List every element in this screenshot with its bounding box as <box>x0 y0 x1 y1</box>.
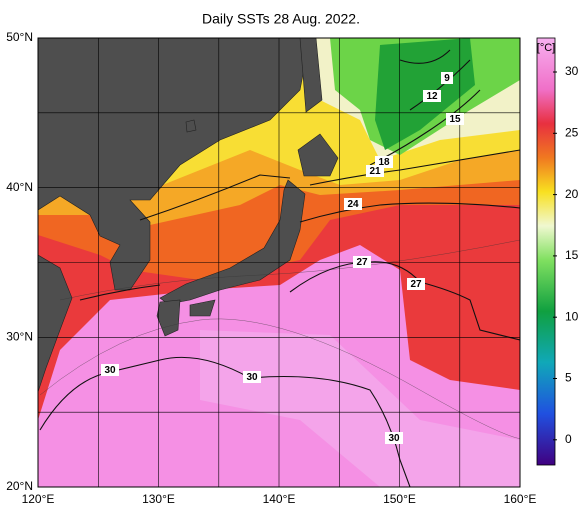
contour-label: 27 <box>353 256 371 268</box>
kyushu <box>156 299 181 337</box>
label-box <box>344 198 362 210</box>
contour-label-text: 27 <box>410 279 422 290</box>
contour-label-text: 21 <box>369 166 381 177</box>
label-box <box>441 72 453 84</box>
colorbar-tick-label: 30 <box>565 64 579 78</box>
contour-label: 21 <box>366 165 384 177</box>
contour-line <box>139 149 520 221</box>
colorbar-tick-label: 15 <box>565 248 579 262</box>
contour-label-text: 15 <box>449 114 461 125</box>
latitude-label: 40°N <box>6 180 33 194</box>
label-box <box>353 256 371 268</box>
contour-label: 24 <box>344 198 362 210</box>
label-box <box>385 432 403 444</box>
contour-label: 27 <box>407 278 425 290</box>
longitude-label: 120°E <box>22 492 55 506</box>
contour-label-text: 24 <box>347 199 359 210</box>
contour-label: 30 <box>385 432 403 444</box>
shikoku <box>189 299 216 317</box>
colorbar-tick-label: 10 <box>565 309 579 323</box>
hokkaido <box>297 133 339 177</box>
label-box <box>366 165 384 177</box>
colorbar <box>536 37 556 466</box>
island <box>185 119 197 133</box>
latitude-label: 50°N <box>6 30 33 44</box>
graticule <box>37 37 521 488</box>
longitude-label: 140°E <box>263 492 296 506</box>
label-box <box>101 364 119 376</box>
colorbar-tick-label: 0 <box>565 432 572 446</box>
contour-label-text: 30 <box>246 372 258 383</box>
mainland-asia <box>38 38 311 291</box>
label-box <box>446 113 464 125</box>
contour-line <box>39 318 520 439</box>
longitude-label: 150°E <box>383 492 416 506</box>
contour-label: 9 <box>441 72 453 84</box>
contour-label-text: 30 <box>388 433 400 444</box>
colorbar-tick-label: 5 <box>565 371 572 385</box>
contour-label-text: 18 <box>378 157 390 168</box>
map-title: Daily SSTs 28 Aug. 2022. <box>202 11 360 27</box>
colorbar-tick-label: 20 <box>565 187 579 201</box>
longitude-label: 130°E <box>142 492 175 506</box>
contour-line <box>79 202 520 301</box>
contour-label: 30 <box>101 364 119 376</box>
longitude-label: 160°E <box>504 492 537 506</box>
colorbar-tick-label: 25 <box>565 125 579 139</box>
label-box <box>243 371 261 383</box>
contour-label: 30 <box>243 371 261 383</box>
contour-label-text: 9 <box>444 73 450 84</box>
contour-label-text: 27 <box>356 257 368 268</box>
contour-label-text: 12 <box>426 91 438 102</box>
contour-line <box>289 261 520 341</box>
label-box <box>423 90 441 102</box>
sakhalin <box>299 38 323 113</box>
contour-line <box>59 239 520 301</box>
label-box <box>407 278 425 290</box>
contour-label-text: 30 <box>104 365 116 376</box>
contour-label: 12 <box>423 90 441 102</box>
latitude-label: 20°N <box>6 479 33 493</box>
china-coast <box>38 254 73 393</box>
colorbar-unit: [°C] <box>537 42 555 54</box>
contour-line <box>399 49 471 111</box>
contour-line <box>369 89 481 166</box>
contour-label: 15 <box>446 113 464 125</box>
latitude-label: 30°N <box>6 329 33 343</box>
light-pink-area <box>200 330 520 487</box>
map-frame <box>37 37 521 488</box>
